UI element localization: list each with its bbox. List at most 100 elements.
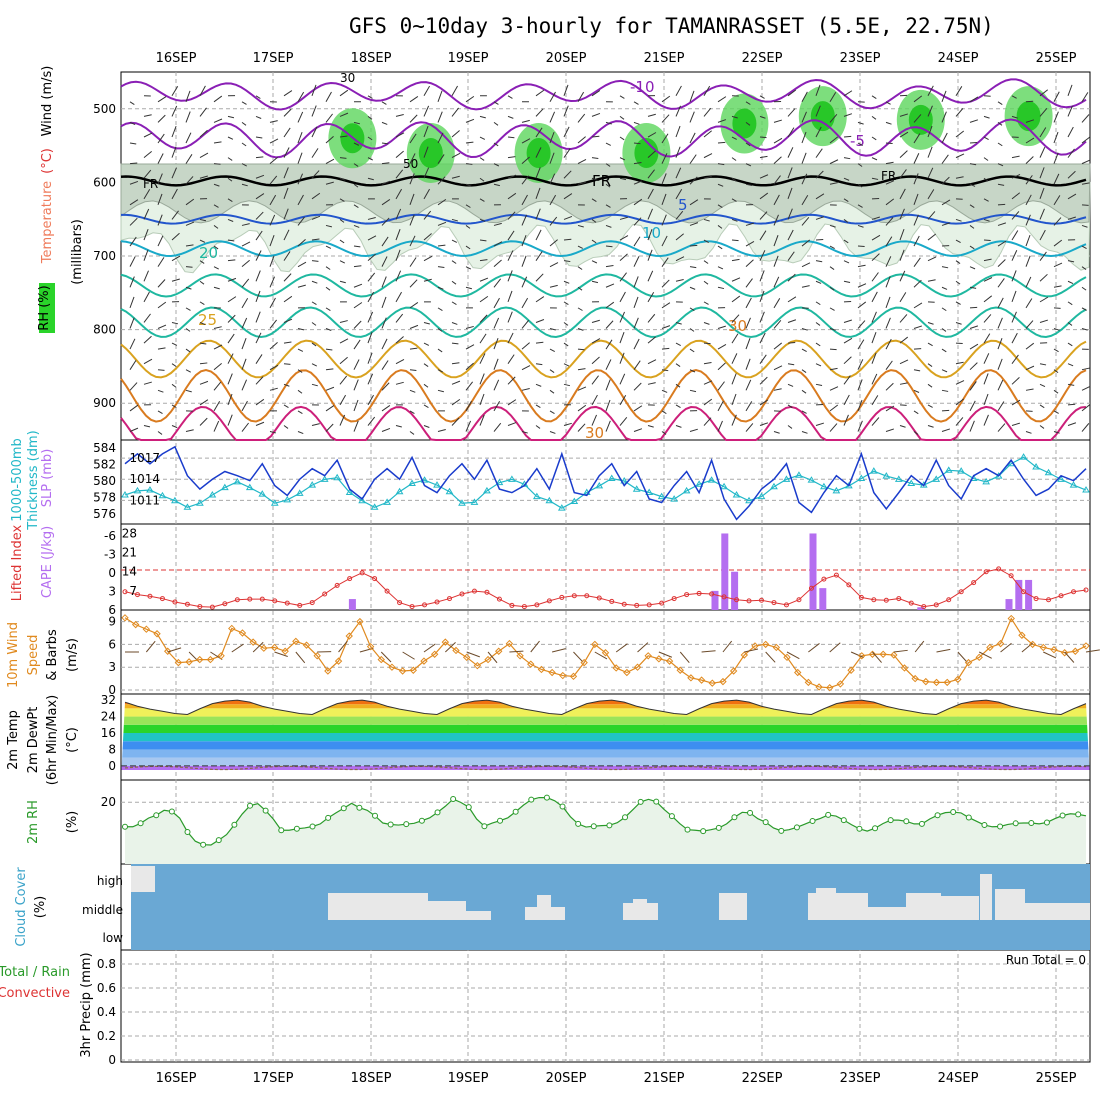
wind-barb [1025, 365, 1035, 371]
wind-barb [493, 400, 501, 412]
wind-barb [297, 284, 306, 288]
wind-barb [773, 175, 781, 185]
wind-barb [591, 414, 597, 426]
wind-barb [185, 307, 191, 311]
wind-barb [745, 338, 751, 350]
lifted-index-point [634, 602, 640, 608]
wind-barb [283, 90, 293, 97]
wind-barb [801, 195, 809, 206]
isotherm-line [120, 405, 1087, 441]
cloud-level-label: low [103, 931, 124, 945]
wind-barb [157, 389, 164, 393]
wind-barb [465, 325, 474, 329]
wind-barb [241, 121, 247, 126]
wind-barb [605, 265, 614, 268]
cloud-gap [328, 893, 428, 920]
wind-barb [787, 167, 793, 179]
wind-barb [269, 214, 276, 226]
rh-point [200, 841, 207, 848]
wind-barb [353, 245, 361, 248]
surface-wind-barb [1064, 651, 1075, 663]
wind-barb [843, 260, 850, 264]
wind-barb [997, 259, 1006, 268]
wind-barb [633, 360, 641, 370]
thickness-point [345, 488, 354, 496]
rh-green-core [810, 101, 835, 132]
wind-barb [885, 101, 891, 105]
wind-barb [829, 159, 839, 165]
wind-barb [395, 208, 402, 220]
wind-barb [521, 431, 528, 434]
wind-barb [759, 192, 769, 200]
wind-barb [759, 270, 765, 282]
pressure-axis-label: (millibars) [70, 219, 85, 285]
wind-barb [353, 379, 359, 391]
wind-speed-point [462, 653, 471, 662]
wind-barb [983, 314, 992, 323]
wind-barb [1025, 119, 1035, 123]
thickness-point [308, 481, 317, 488]
wind-barb [899, 113, 909, 117]
wind-barb [353, 302, 363, 309]
temp-stripe [121, 765, 1090, 770]
rh-point [903, 818, 910, 825]
wind-barb [1053, 195, 1061, 206]
wind-barb [745, 142, 751, 147]
wind-barb [857, 420, 863, 432]
wind-barb [927, 125, 933, 138]
thickness-point [869, 467, 878, 474]
lifted-index-point [234, 597, 240, 603]
wind-barb [689, 266, 697, 269]
wind-barb [297, 173, 304, 185]
wind-speed-point [954, 675, 962, 684]
wind-barb [815, 363, 822, 367]
wind-barb [507, 270, 513, 282]
wind-barb [395, 150, 404, 158]
wind-barb [395, 358, 405, 365]
thickness-point [233, 477, 242, 485]
wind-barb [423, 125, 429, 138]
wind-barb [983, 258, 992, 262]
wind-barb [815, 280, 822, 284]
wind-barb [927, 322, 934, 325]
wind-barb [829, 307, 835, 311]
wind-barb [633, 198, 643, 206]
wind-barb [563, 126, 570, 138]
wind-speed-point [270, 643, 279, 652]
wind-barb [829, 386, 839, 391]
wind-barb [1025, 298, 1033, 309]
wind-barb [703, 342, 711, 345]
wind-speed-point [260, 644, 268, 652]
wind-barb [1053, 91, 1060, 103]
wind-barb [983, 353, 990, 364]
wind-barb [367, 177, 374, 181]
wind-barb [787, 363, 795, 366]
wind-barb [885, 161, 894, 165]
wind-barb [983, 115, 990, 119]
wind-barb [577, 307, 583, 311]
wind-barb [339, 260, 346, 264]
wind-barb [591, 375, 599, 385]
wind-barb [913, 369, 921, 372]
wind-barb [563, 193, 573, 200]
surface-wind-barb [402, 651, 415, 660]
wind-barb [311, 192, 321, 200]
wind-barb [241, 163, 247, 167]
precip-panel: 00.20.40.60.8 Run Total = 0 [97, 953, 1086, 1067]
y-tick-label: 0 [108, 683, 116, 697]
wind-barb [255, 354, 263, 364]
temp-stripe [121, 700, 1090, 705]
wind-barb [787, 127, 795, 138]
wind-barb [129, 121, 136, 125]
wind-barb [395, 313, 404, 323]
wind-barb [843, 356, 852, 365]
wind-speed-point [697, 676, 706, 684]
lifted-index-point [871, 597, 877, 603]
wind-barb [269, 342, 278, 350]
rh-point [997, 823, 1004, 830]
wind-barb [619, 373, 626, 385]
y-tick-label: 582 [93, 458, 116, 472]
wind-barb [325, 158, 335, 165]
wind-barb [857, 183, 863, 188]
wind-speed-point [761, 640, 770, 649]
